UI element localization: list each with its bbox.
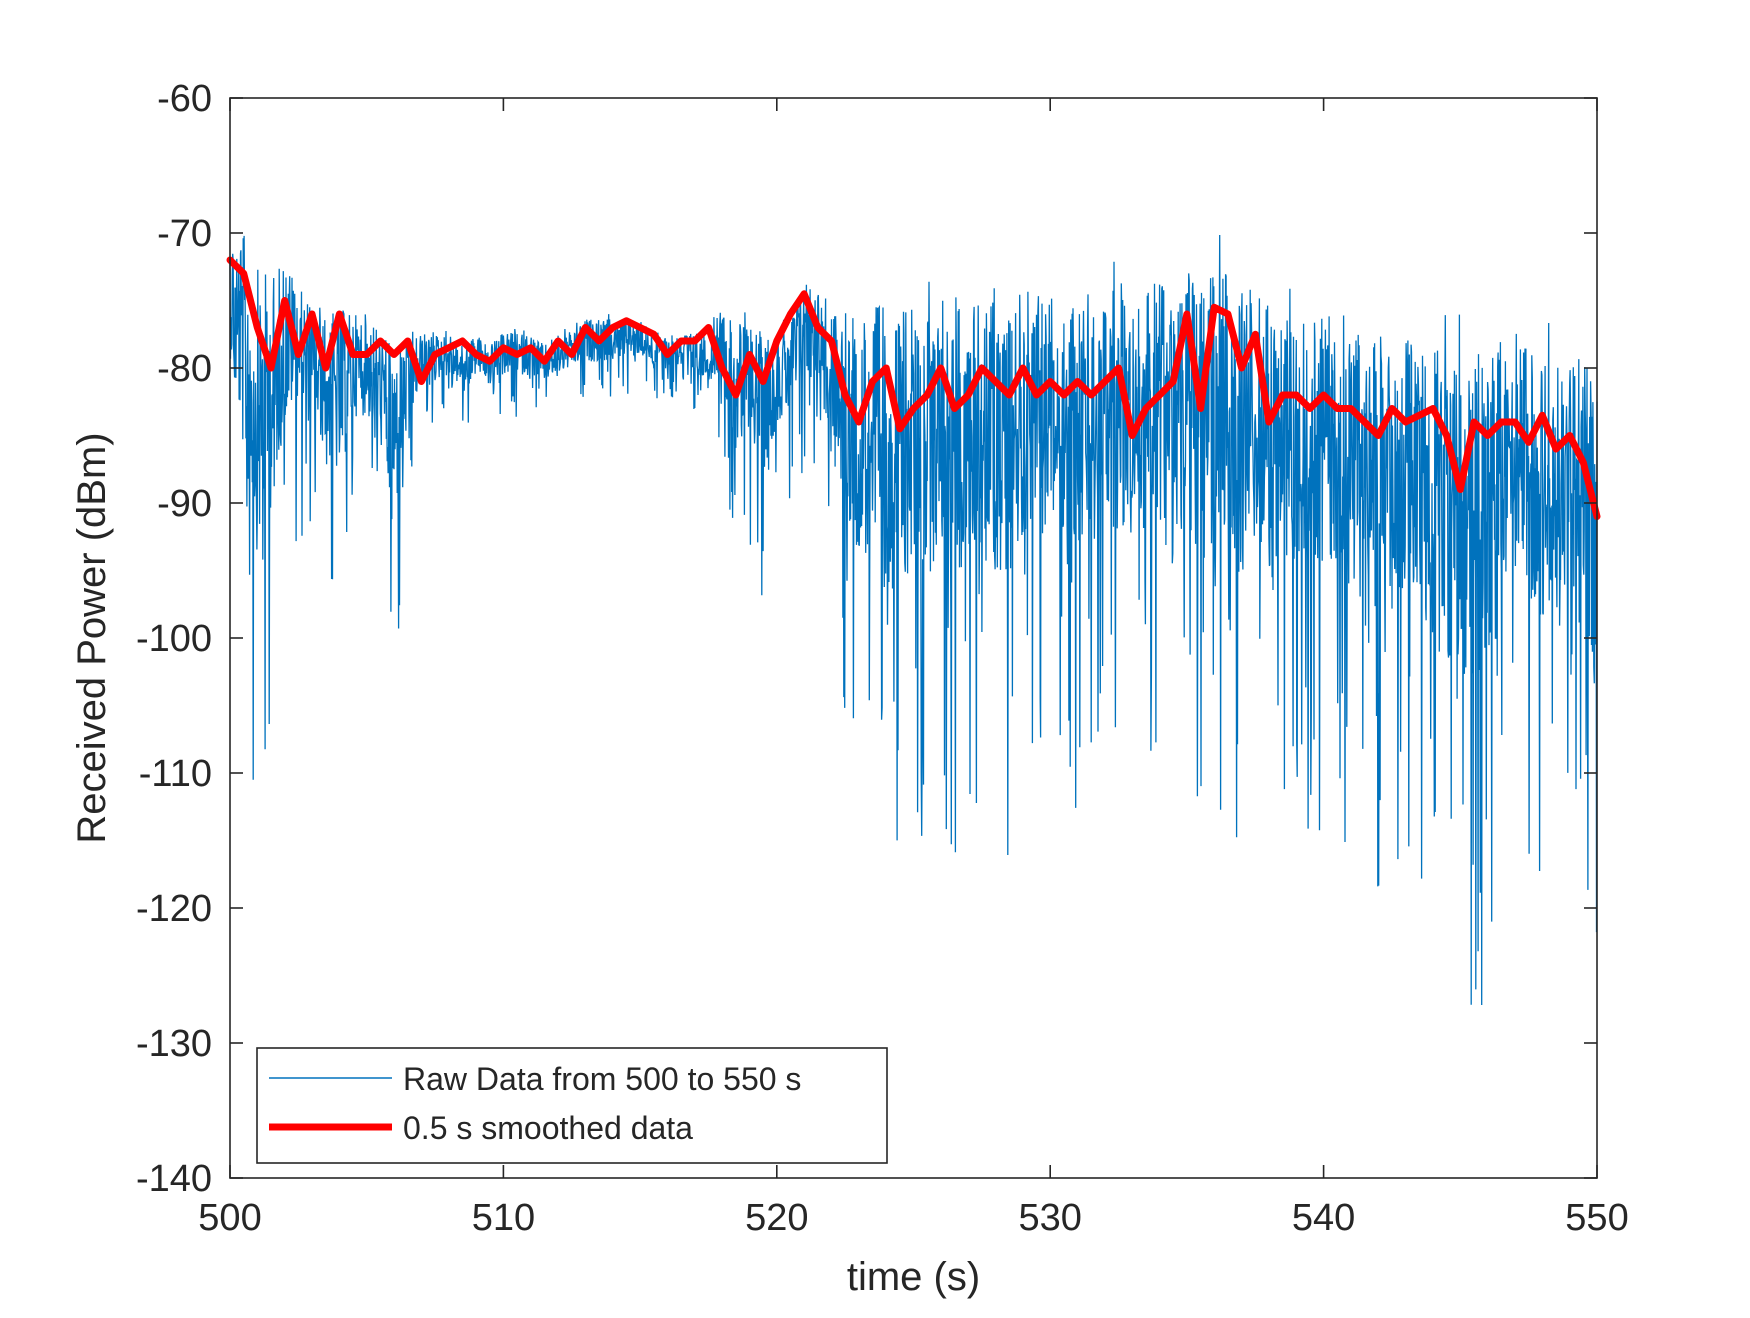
y-tick-label: -80 [157, 348, 212, 390]
x-tick-label: 540 [1292, 1197, 1355, 1239]
x-tick-label: 500 [198, 1197, 261, 1239]
plot-area [230, 98, 1597, 1178]
x-tick-label: 530 [1018, 1197, 1081, 1239]
y-axis-label: Received Power (dBm) [70, 432, 114, 843]
x-axis-label: time (s) [847, 1255, 980, 1299]
y-tick-label: -110 [139, 753, 212, 795]
y-tick-label: -60 [157, 78, 212, 120]
x-tick-label: 510 [472, 1197, 535, 1239]
legend-label-raw: Raw Data from 500 to 550 s [403, 1061, 801, 1097]
y-tick-label: -70 [157, 213, 212, 255]
y-tick-label: -90 [157, 483, 212, 525]
series-smoothed-line [226, 256, 1601, 520]
y-tick-label: -130 [136, 1023, 212, 1065]
x-tick-label: 550 [1565, 1197, 1628, 1239]
series-raw-line [229, 234, 1598, 1006]
y-tick-label: -120 [136, 888, 212, 930]
series-layer [226, 234, 1601, 1006]
tick-layer: 500 510 520 530 540 550 -60 -70 -80 -90 -100 -110 -1… [136, 78, 1629, 1239]
legend-label-smoothed: 0.5 s smoothed data [403, 1110, 693, 1146]
y-tick-label: -140 [136, 1158, 212, 1200]
y-tick-label: -100 [136, 618, 212, 660]
legend-box [256, 1047, 888, 1164]
legend: Raw Data from 500 to 550 s 0.5 s smoothe… [256, 1047, 888, 1164]
x-tick-label: 520 [745, 1197, 808, 1239]
